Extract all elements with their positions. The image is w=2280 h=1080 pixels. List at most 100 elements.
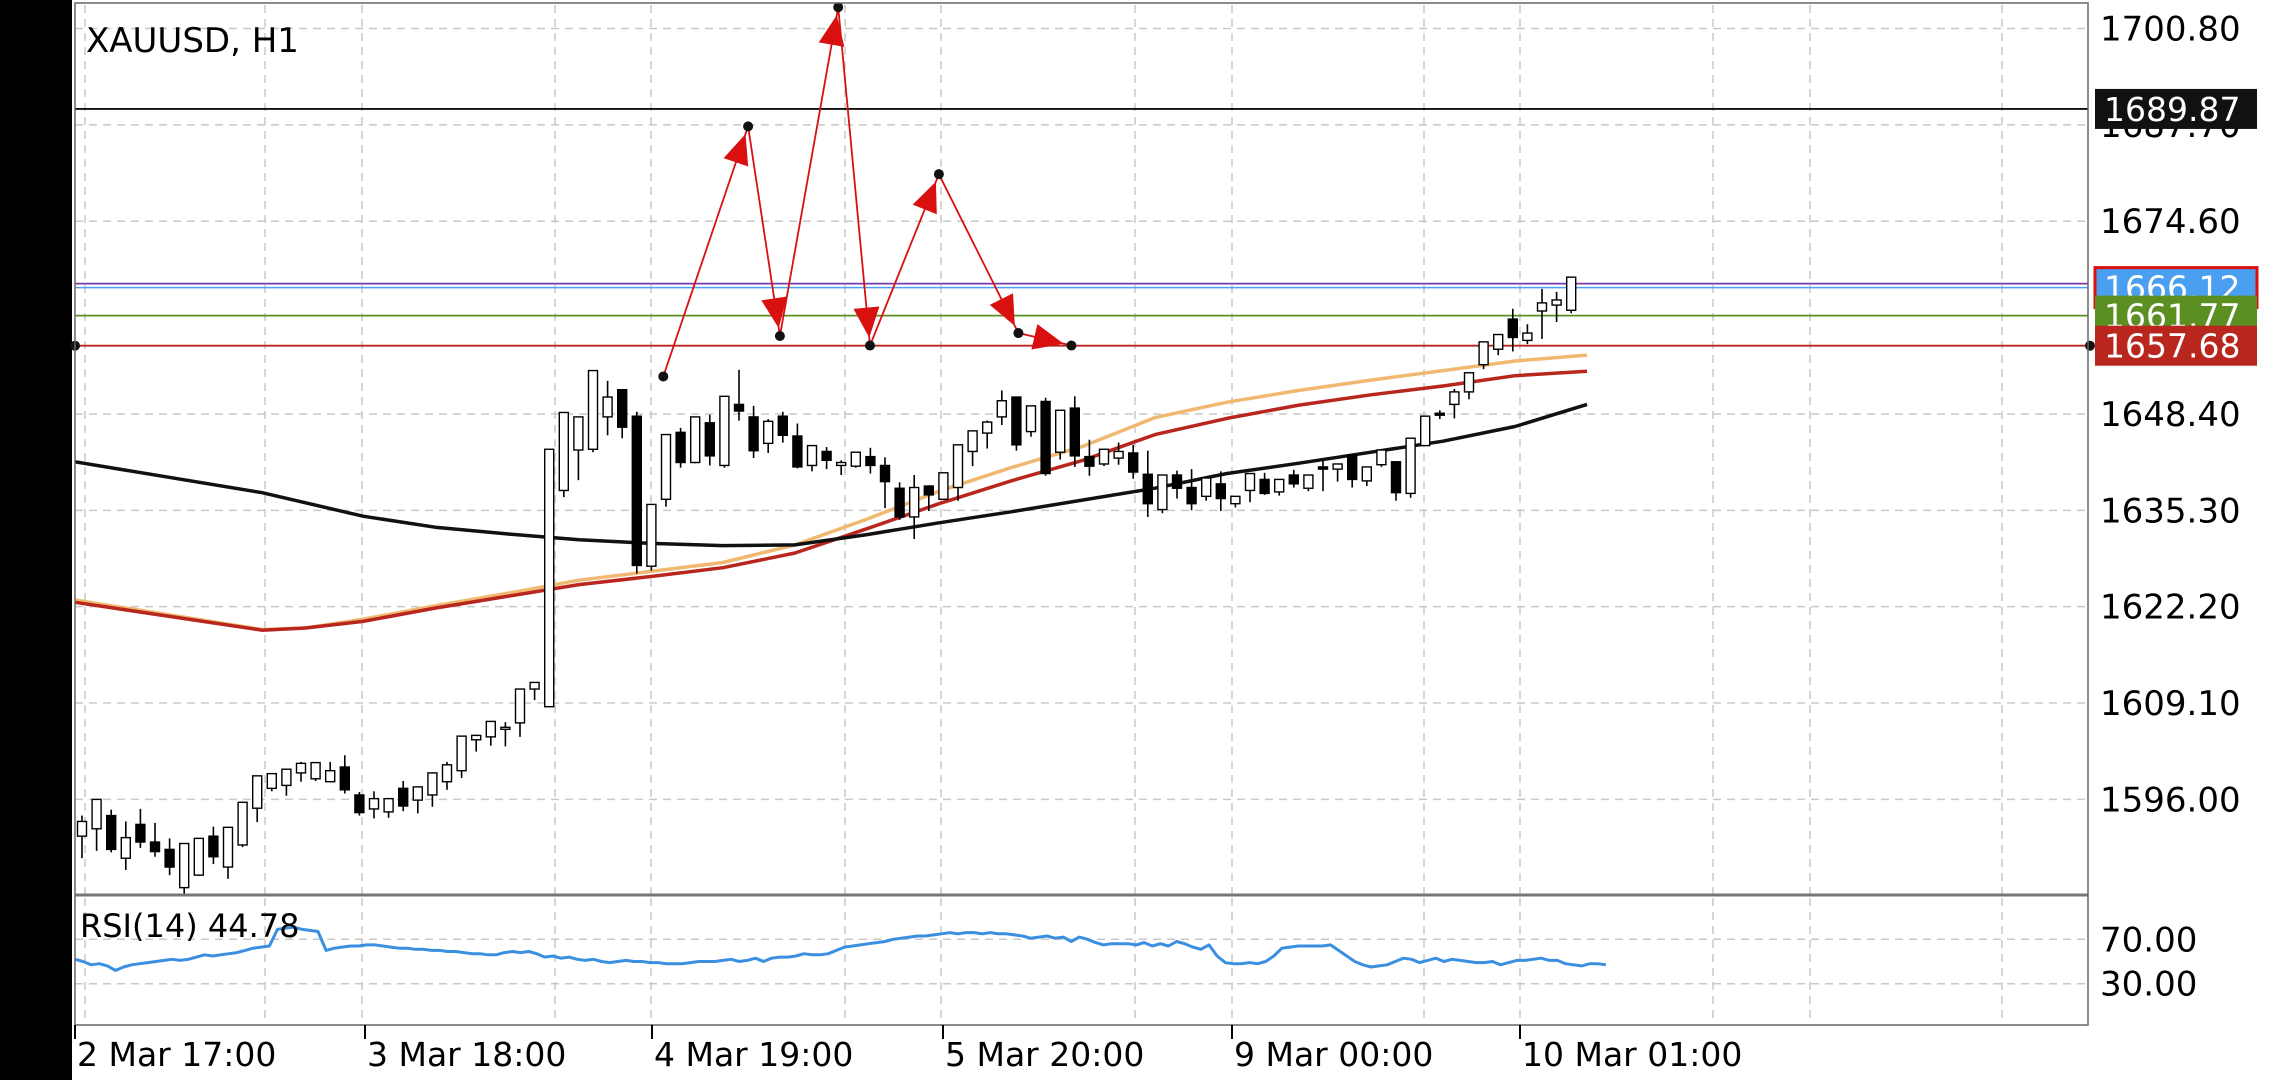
candle-body-32	[544, 448, 555, 708]
time-label-4: 9 Mar 00:00	[1234, 1035, 1433, 1074]
candle-body-78	[1215, 483, 1227, 500]
candle-body-83	[1288, 474, 1300, 485]
moving-averages	[74, 353, 1588, 632]
candle-body-88	[1361, 466, 1373, 482]
candle-body-56	[894, 487, 905, 518]
zigzag-arrow-3	[853, 306, 880, 338]
time-label-0: 2 Mar 17:00	[77, 1035, 276, 1074]
candle-body-58	[923, 485, 934, 496]
time-axis: 2 Mar 17:00 3 Mar 18:00 4 Mar 19:00 5 Mar 2…	[74, 1025, 1742, 1074]
zigzag-arrow-1	[761, 296, 788, 329]
zigzag-point-1	[743, 121, 754, 132]
candle-body-14	[281, 768, 292, 787]
candle-body-66	[1040, 400, 1051, 475]
candle-body-3	[120, 836, 132, 859]
candle-body-84	[1303, 474, 1314, 489]
candle-body-54	[865, 455, 876, 467]
candle-body-12	[251, 775, 263, 809]
candle-body-79	[1230, 495, 1241, 505]
candle-body-70	[1098, 448, 1110, 465]
candle-body-37	[617, 388, 628, 428]
candle-body-57	[909, 486, 920, 518]
price-tick-7: 1596.00	[2100, 780, 2241, 820]
candle-body-77	[1200, 477, 1212, 498]
zigzag-point-6	[1013, 328, 1024, 339]
rsi-panel	[74, 893, 2088, 972]
zigzag-point-5	[933, 169, 944, 180]
candle-body-100	[1536, 302, 1548, 312]
zigzag-arrow-2	[818, 15, 845, 47]
zigzag-point-3	[833, 2, 844, 13]
candle-body-65	[1025, 405, 1037, 433]
candle-body-64	[1011, 396, 1022, 446]
candle-body-9	[208, 835, 219, 858]
candle-body-73	[1142, 473, 1154, 505]
candle-body-27	[471, 734, 482, 741]
rsi-label: RSI(14) 44.78	[80, 907, 299, 945]
candle-body-13	[266, 772, 277, 790]
candle-body-42	[690, 416, 701, 464]
candle-body-34	[573, 416, 584, 451]
candle-body-19	[354, 794, 365, 814]
candle-body-36	[602, 396, 613, 418]
candle-body-61	[967, 430, 978, 453]
candle-body-53	[850, 451, 861, 467]
candle-body-29	[500, 726, 511, 730]
candle-body-31	[529, 681, 540, 690]
candles	[76, 276, 1577, 895]
zigzag-point-0	[658, 371, 669, 382]
price-axis: 1700.801687.701674.601648.401635.301622.…	[2093, 10, 2259, 1005]
candle-body-52	[836, 461, 847, 467]
candle-body-62	[982, 421, 993, 434]
candle-body-23	[412, 786, 423, 801]
price-tick-0: 1700.80	[2100, 10, 2241, 50]
price-tag-0: 1689.87	[2104, 90, 2240, 129]
candle-body-1	[91, 798, 102, 830]
candle-body-91	[1405, 437, 1416, 495]
candle-body-81	[1259, 478, 1270, 495]
price-tick-5: 1622.20	[2100, 588, 2241, 628]
candle-body-22	[398, 787, 409, 807]
candle-body-101	[1551, 299, 1562, 306]
candle-body-68	[1069, 407, 1081, 457]
candle-body-44	[719, 395, 730, 467]
rsi-tick-0: 70.00	[2100, 920, 2197, 960]
candle-body-87	[1346, 454, 1358, 481]
zigzag-segment-3	[837, 7, 871, 346]
candle-body-92	[1419, 415, 1431, 447]
zigzag-segment-0	[662, 126, 749, 377]
candle-body-50	[806, 444, 818, 467]
candle-body-5	[149, 841, 161, 853]
candle-body-18	[339, 766, 350, 791]
candle-body-30	[514, 688, 526, 724]
candle-body-93	[1434, 412, 1446, 416]
candle-body-38	[631, 415, 642, 567]
zigzag-segment-2	[779, 7, 840, 337]
candle-body-96	[1478, 341, 1489, 366]
price-tag-3: 1657.68	[2104, 327, 2240, 366]
candle-body-4	[135, 823, 146, 843]
candle-body-95	[1463, 372, 1475, 393]
chart-frame	[74, 2, 2089, 1026]
candle-body-28	[485, 720, 496, 738]
price-tick-2: 1674.60	[2100, 202, 2241, 242]
line-anchor-right	[2085, 340, 2095, 351]
candle-body-82	[1273, 478, 1285, 493]
zigzag-arrow-4	[912, 181, 937, 215]
candle-body-71	[1113, 450, 1124, 459]
candle-body-51	[821, 450, 832, 461]
zigzag-arrow-6	[1031, 324, 1064, 350]
candle-body-2	[105, 814, 117, 851]
candle-body-11	[237, 801, 248, 846]
candle-body-47	[763, 420, 774, 445]
candle-body-24	[427, 772, 438, 796]
candle-body-20	[368, 797, 380, 810]
candle-body-49	[792, 435, 803, 468]
time-label-1: 3 Mar 18:00	[367, 1035, 566, 1074]
candle-body-7	[178, 842, 190, 889]
left-black-bezel	[0, 0, 72, 1080]
zigzag-pattern	[658, 2, 1077, 382]
moving-average-0	[74, 353, 1588, 632]
candle-body-94	[1449, 391, 1460, 406]
